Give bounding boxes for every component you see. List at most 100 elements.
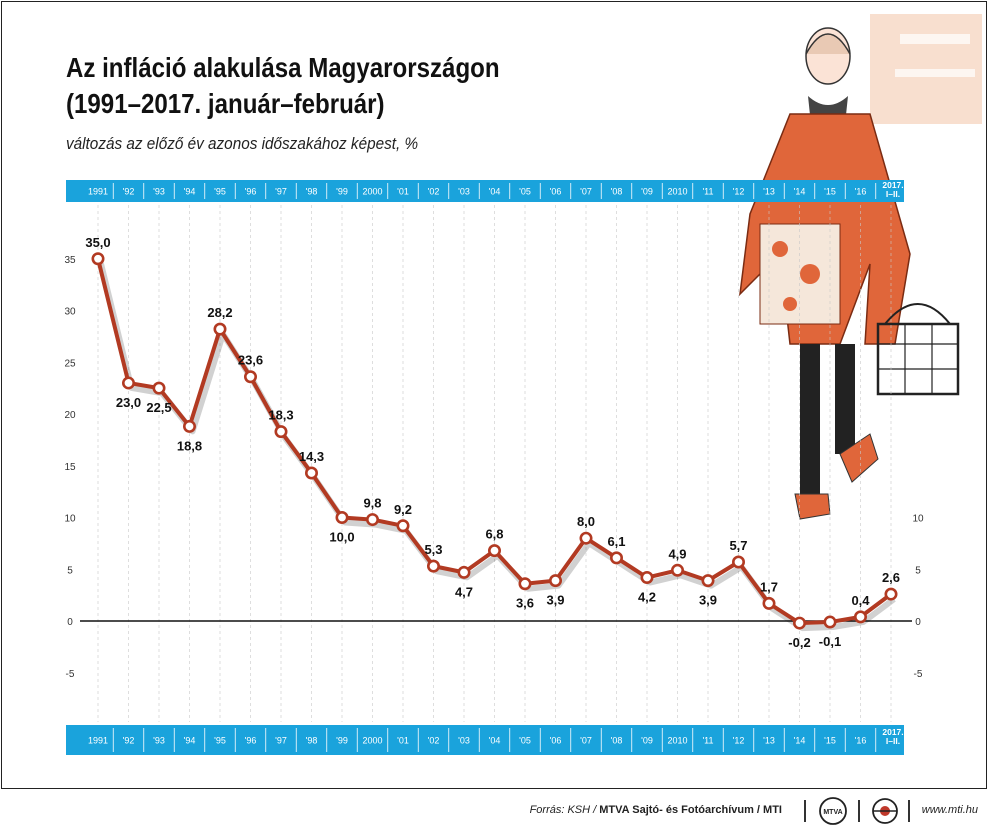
data-label: 23,0 [116,395,141,410]
data-point [335,510,349,524]
chart-frame [1,1,987,789]
x-tick-label: '08 [611,736,623,746]
x-tick-label: 2010 [667,187,687,197]
footer: Forrás: KSH / MTVA Sajtó- és Fotóarchívu… [0,790,990,837]
data-point [701,574,715,588]
data-label: 1,7 [760,579,778,594]
y-tick-label-left: 5 [67,565,73,576]
data-label: 2,6 [882,570,900,585]
data-label: 14,3 [299,449,324,464]
data-point [91,252,105,266]
title-line-2: (1991–2017. január–február) [66,88,385,119]
x-tick-label: '04 [489,736,501,746]
data-label: 28,2 [207,305,232,320]
data-label: 4,7 [455,584,473,599]
x-tick-label: '06 [550,187,562,197]
data-point [792,616,806,630]
shopper-illustration [738,14,982,520]
x-tick-label: '01 [397,187,409,197]
data-point [152,381,166,395]
footer-separator [804,800,806,822]
x-tick-label: 1991 [88,736,108,746]
data-point [244,370,258,384]
data-point [579,531,593,545]
x-tick-label: '15 [824,187,836,197]
x-tick-label: 2000 [362,736,382,746]
data-label: 0,4 [851,593,870,608]
footer-separator [908,800,910,822]
data-point [457,565,471,579]
mtva-logo: MTVA [819,797,847,825]
page-title: Az infláció alakulása Magyarországon (19… [66,50,500,122]
y-tick-label-left: 10 [64,514,76,525]
x-tick-label: '92 [123,187,135,197]
x-tick-label: '96 [245,187,257,197]
data-point [853,610,867,624]
data-point [518,577,532,591]
chart-subtitle: változás az előző év azonos időszakához … [66,134,419,153]
x-tick-label: '02 [428,187,440,197]
x-tick-label: 1991 [88,187,108,197]
data-label: -0,2 [788,635,810,650]
data-point [731,555,745,569]
data-label: 6,1 [607,534,625,549]
x-tick-label: '16 [855,736,867,746]
y-tick-label-left: 25 [64,358,76,369]
x-tick-label: 2017. [882,727,903,737]
data-label: 9,2 [394,502,412,517]
data-point [122,376,136,390]
x-tick-label: '95 [214,736,226,746]
x-tick-label: '02 [428,736,440,746]
data-point [365,513,379,527]
source-prefix: Forrás: KSH / [529,804,600,816]
x-tick-label: '04 [489,187,501,197]
x-tick-label: 2017. [882,180,903,190]
y-tick-label-right: 10 [912,514,924,525]
data-point [548,574,562,588]
data-label: 5,7 [729,538,747,553]
x-tick-label: '98 [306,187,318,197]
x-tick-label: '09 [641,736,653,746]
x-tick-label: '99 [336,736,348,746]
data-point [823,615,837,629]
x-tick-label: '93 [153,736,165,746]
x-tick-label: '01 [397,736,409,746]
x-tick-label: '03 [458,187,470,197]
data-label: 10,0 [329,530,354,545]
x-tick-label: I–II. [886,189,900,199]
x-tick-label: '05 [519,736,531,746]
x-tick-label: '13 [763,736,775,746]
x-tick-label: 2000 [362,187,382,197]
x-tick-label: '15 [824,736,836,746]
data-point [396,519,410,533]
data-label: 4,2 [638,590,656,605]
data-label: 4,9 [668,546,686,561]
data-label: 9,8 [363,496,381,511]
data-label: 35,0 [85,235,110,250]
y-tick-label-left: 35 [64,255,76,266]
data-label: 3,6 [516,596,534,611]
x-tick-label: '95 [214,187,226,197]
data-label: 23,6 [238,353,263,368]
x-tick-label: '97 [275,736,287,746]
data-point [609,551,623,565]
data-point [670,563,684,577]
x-tick-label: '14 [794,736,806,746]
x-tick-label: '03 [458,736,470,746]
source-credit: Forrás: KSH / MTVA Sajtó- és Fotóarchívu… [530,804,782,816]
data-point [304,466,318,480]
x-tick-label: '11 [702,736,713,746]
x-tick-label: '06 [550,736,562,746]
x-tick-label: '16 [855,187,867,197]
data-label: 22,5 [146,400,171,415]
x-tick-label: '11 [702,187,713,197]
data-label: -0,1 [819,634,841,649]
website-link[interactable]: www.mti.hu [921,804,978,816]
data-label: 5,3 [424,542,442,557]
x-tick-label: '09 [641,187,653,197]
data-label: 18,8 [177,438,202,453]
y-tick-label-left: -5 [66,669,75,680]
footer-separator [858,800,860,822]
data-point [213,322,227,336]
data-point [884,587,898,601]
